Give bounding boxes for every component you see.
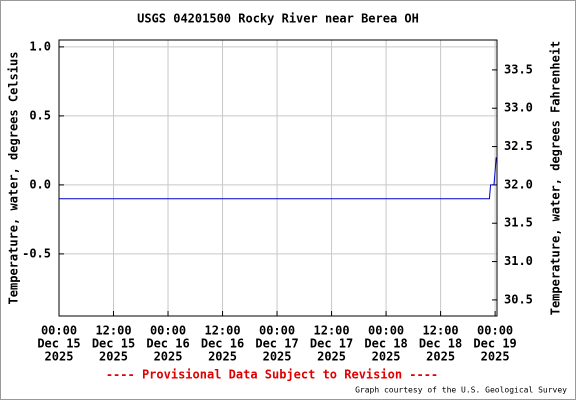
x-tick-label: Dec 19	[473, 337, 516, 351]
x-tick-label: 2025	[263, 350, 292, 364]
y2-tick-label: 33.0	[504, 101, 533, 115]
y2-tick-label: 31.0	[504, 254, 533, 268]
y2-tick-label: 31.5	[504, 216, 533, 230]
y2-tick-label: 30.5	[504, 292, 533, 306]
credit: Graph courtesy of the U.S. Geological Su…	[355, 386, 567, 395]
y2-tick-label: 33.5	[504, 62, 533, 76]
y2-axis-label: Temperature, water, degrees Fahrenheit	[549, 41, 563, 316]
x-tick-label: 2025	[481, 350, 510, 364]
x-tick-label: Dec 15	[92, 337, 135, 351]
x-tick-label: 00:00	[368, 324, 404, 338]
x-tick-label: 12:00	[423, 324, 459, 338]
y2-tick-label: 32.5	[504, 139, 533, 153]
x-tick-label: Dec 16	[201, 337, 244, 351]
x-tick-label: 00:00	[259, 324, 295, 338]
x-tick-label: 2025	[317, 350, 346, 364]
y-tick-label: -0.5	[22, 246, 51, 260]
plot-frame	[58, 39, 498, 317]
x-tick-label: Dec 15	[37, 337, 80, 351]
x-tick-label: Dec 17	[255, 337, 298, 351]
y-tick-label: 0.0	[29, 177, 51, 191]
x-tick-label: 2025	[154, 350, 183, 364]
x-tick-label: 2025	[99, 350, 128, 364]
footer: ---- Provisional Data Subject to Revisio…	[106, 368, 438, 382]
x-tick-label: 12:00	[204, 324, 240, 338]
x-tick-label: 00:00	[150, 324, 186, 338]
x-tick-label: 00:00	[477, 324, 513, 338]
x-tick-label: Dec 18	[364, 337, 407, 351]
x-tick-label: 2025	[45, 350, 74, 364]
x-tick-label: Dec 16	[146, 337, 189, 351]
y-tick-label: 1.0	[29, 39, 51, 53]
y-tick-label: 0.5	[29, 108, 51, 122]
x-tick-label: 2025	[208, 350, 237, 364]
chart-title: USGS 04201500 Rocky River near Berea OH	[137, 12, 419, 26]
x-tick-label: 12:00	[95, 324, 131, 338]
y2-tick-label: 32.0	[504, 177, 533, 191]
x-tick-label: 00:00	[41, 324, 77, 338]
x-tick-label: 12:00	[314, 324, 350, 338]
plot-area	[59, 40, 497, 316]
x-tick-label: Dec 18	[419, 337, 462, 351]
x-tick-label: 2025	[372, 350, 401, 364]
data-line	[59, 157, 497, 200]
x-tick-label: Dec 17	[310, 337, 353, 351]
y-axis-label: Temperature, water, degrees Celsius	[7, 52, 21, 305]
x-tick-label: 2025	[426, 350, 455, 364]
